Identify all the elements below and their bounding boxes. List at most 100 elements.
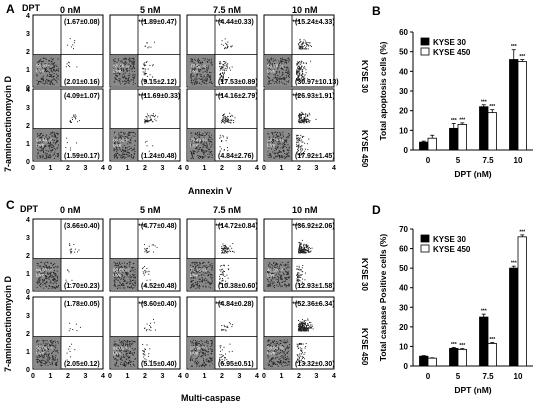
cell-dot (190, 157, 192, 159)
cell-dot (67, 269, 69, 271)
cell-dot (154, 116, 156, 118)
cell-dot (301, 239, 303, 241)
cell-dot (41, 139, 43, 141)
cell-dot (191, 60, 193, 62)
cell-dot (148, 250, 150, 252)
cell-dot (49, 345, 51, 347)
cell-dot (281, 350, 283, 352)
cell-dot (300, 152, 302, 154)
cell-dot (153, 318, 155, 320)
cell-dot (195, 274, 197, 276)
cell-dot (46, 355, 48, 357)
cell-dot (301, 357, 303, 359)
cell-dot (157, 116, 159, 118)
cell-dot (287, 81, 289, 83)
cell-dot (129, 65, 131, 67)
cell-dot (40, 354, 42, 356)
cell-dot (195, 362, 197, 364)
cell-dot (39, 157, 41, 159)
cell-dot (41, 76, 43, 78)
cell-dot (49, 272, 51, 274)
cell-dot (274, 65, 276, 67)
cell-dot (193, 284, 195, 286)
cell-dot (196, 146, 198, 148)
cell-dot (226, 63, 228, 65)
cell-dot (198, 157, 200, 159)
cell-dot (191, 262, 193, 264)
cell-dot (284, 364, 286, 366)
cell-dot (207, 360, 209, 362)
cell-dot (55, 286, 57, 288)
cell-dot (228, 119, 230, 121)
cell-dot (296, 141, 298, 143)
cell-dot (272, 133, 274, 135)
cell-dot (301, 69, 303, 71)
cell-dot (269, 153, 271, 155)
cell-dot (277, 68, 279, 70)
cell-dot (202, 71, 204, 73)
cell-dot (113, 155, 115, 157)
cell-dot (49, 133, 51, 135)
cell-dot (142, 344, 144, 346)
cell-dot (203, 362, 205, 364)
cell-dot (190, 264, 192, 266)
cell-dot (39, 279, 41, 281)
cell-dot (43, 279, 45, 281)
cell-dot (207, 354, 209, 356)
cell-dot (270, 359, 272, 361)
cell-dot (53, 69, 55, 71)
cell-dot (44, 146, 46, 148)
cell-dot (115, 364, 117, 366)
cell-dot (297, 76, 299, 78)
cell-dot (150, 327, 152, 329)
cell-dot (48, 277, 50, 279)
cell-dot (282, 351, 284, 353)
cell-dot (224, 246, 226, 248)
cell-dot (144, 354, 146, 356)
cell-dot (274, 131, 276, 133)
cell-dot (134, 358, 136, 360)
cell-dot (279, 270, 281, 272)
cell-dot (277, 279, 279, 281)
cell-dot (41, 78, 43, 80)
cell-dot (198, 281, 200, 283)
cell-dot (192, 359, 194, 361)
cell-dot (119, 78, 121, 80)
cell-dot (287, 57, 289, 59)
cell-dot (146, 323, 148, 325)
cell-dot (221, 120, 223, 122)
cell-dot (303, 248, 305, 250)
cell-dot (277, 144, 279, 146)
cell-dot (275, 156, 277, 158)
cell-dot (298, 154, 300, 156)
cell-dot (303, 39, 305, 41)
cell-dot (221, 66, 223, 68)
cell-dot (45, 63, 47, 65)
cell-dot (121, 276, 123, 278)
legend-swatch (420, 234, 430, 243)
cell-dot (288, 147, 290, 149)
cell-dot (226, 46, 228, 48)
live-gate (34, 128, 61, 160)
cell-dot (302, 47, 304, 49)
cell-dot (193, 349, 195, 351)
cell-dot (285, 141, 287, 143)
cell-dot (134, 144, 136, 146)
cell-dot (223, 118, 225, 120)
cell-dot (298, 145, 300, 147)
cell-dot (123, 132, 125, 134)
cell-dot (119, 277, 121, 279)
cell-dot (298, 242, 300, 244)
cell-dot (49, 141, 51, 143)
cell-dot (55, 64, 57, 66)
cell-dot (71, 121, 73, 123)
cell-dot (116, 149, 118, 151)
cell-dot (305, 252, 307, 254)
cell-dot (120, 156, 122, 158)
cell-dot (223, 248, 225, 250)
cell-dot (198, 278, 200, 280)
cell-dot (277, 347, 279, 349)
cell-dot (40, 140, 42, 142)
cell-dot (57, 342, 59, 344)
cell-dot (296, 141, 298, 143)
